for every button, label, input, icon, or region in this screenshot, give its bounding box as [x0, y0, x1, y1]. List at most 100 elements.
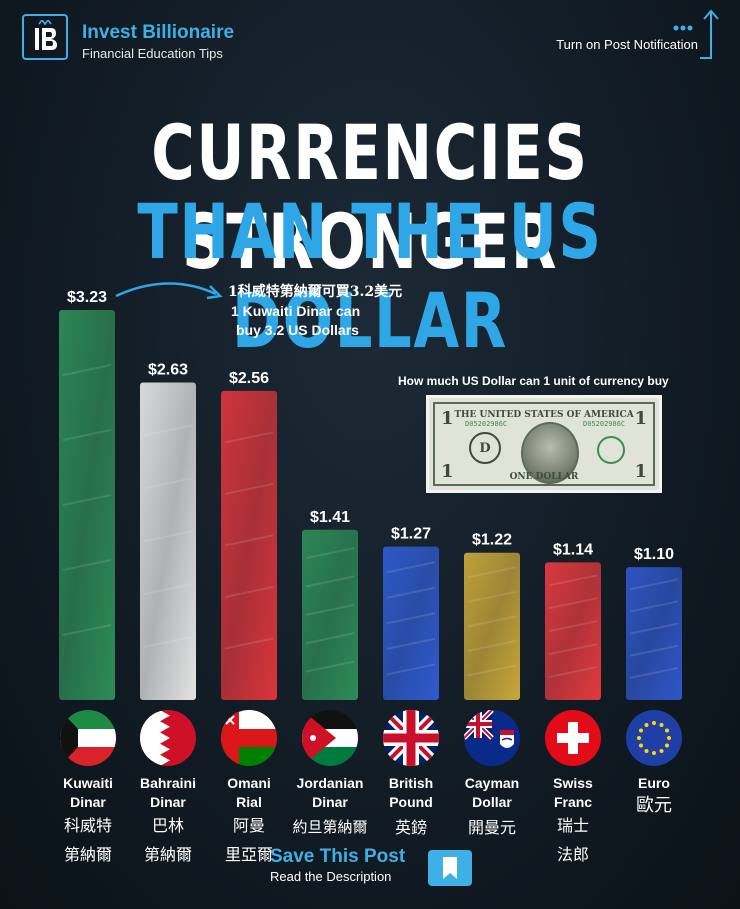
bar-british-pound	[383, 546, 439, 700]
bar-value-label: $3.23	[67, 289, 107, 306]
washington-portrait-icon	[521, 422, 579, 484]
bar-texture-line	[629, 600, 679, 613]
bar-texture-line	[62, 559, 112, 571]
bar-value-label: $2.56	[229, 370, 269, 387]
bookmark-button[interactable]	[428, 850, 472, 886]
bar-value-label: $1.27	[391, 526, 431, 543]
bill-denom-tr: 1	[634, 408, 647, 429]
bar-texture-line	[386, 612, 436, 625]
bill-bottom-text: ONE DOLLAR	[509, 472, 579, 482]
currency-name-jordanian: Jordanian Dinar	[296, 775, 364, 810]
post-notification-text[interactable]: Turn on Post Notification	[556, 37, 698, 52]
bahrain-flag-icon	[140, 710, 196, 766]
bill-denom-bl: 1	[441, 461, 454, 482]
bar-texture-line	[629, 622, 679, 635]
annotation-zh: 1科威特第納爾可買3.2美元	[228, 284, 403, 300]
eu-star-icon	[664, 728, 669, 733]
bar-texture-line	[629, 644, 679, 657]
currency-zh-jordanian: 約旦第納爾	[292, 818, 368, 836]
bar-chart: $3.23 $2.63 $2.56 $1.41 $1.27 $1.22 $1.14 $1.10	[59, 289, 682, 700]
bar-value-label: $1.14	[553, 541, 593, 558]
eu-star-icon	[664, 743, 669, 748]
bar-texture-line	[386, 637, 436, 650]
bar-texture-line	[62, 624, 112, 636]
currency-zh-euro: 歐元	[636, 795, 672, 816]
currency-name-euro: Euro	[638, 775, 670, 791]
brand-subtitle: Financial Education Tips	[82, 46, 223, 61]
bar-texture-line	[629, 578, 679, 591]
eu-star-icon	[637, 736, 641, 740]
us-dollar-bill-image: THE UNITED STATES OF AMERICA 1 1 1 1 D D…	[426, 395, 662, 493]
eu-star-icon	[639, 728, 644, 733]
bar-texture-line	[548, 574, 598, 587]
bar-texture-line	[305, 603, 355, 616]
bar-texture-line	[467, 590, 517, 603]
bar-texture-line	[62, 494, 112, 506]
currency-name-bahraini: Bahraini Dinar	[139, 775, 196, 810]
bar-texture-line	[467, 615, 517, 628]
annotation-en-line-2: buy 3.2 US Dollars	[236, 322, 359, 338]
bar-texture-line	[224, 534, 274, 547]
bar-bahraini-dinar	[140, 382, 196, 700]
bar-texture-line	[305, 575, 355, 588]
bar-euro	[626, 567, 682, 700]
bar-texture-line	[467, 664, 517, 677]
annotation-en-line-1: 1 Kuwaiti Dinar can	[231, 303, 361, 319]
bar-texture-line	[305, 660, 355, 673]
currency-name-kuwaiti: Kuwaiti Dinar	[63, 775, 113, 810]
bill-denom-tl: 1	[441, 408, 454, 429]
more-dots-icon	[673, 25, 693, 31]
swiss-flag-icon	[545, 710, 601, 766]
bar-cayman-dollar	[464, 552, 520, 700]
bar-texture-line	[143, 424, 193, 437]
oman-flag-icon	[221, 710, 277, 766]
currency-zh-cayman: 開曼元	[467, 818, 516, 837]
treasury-seal-icon	[597, 436, 625, 464]
kuwait-flag-icon	[60, 710, 116, 766]
eu-star-icon	[659, 748, 664, 753]
currency-zh-bahraini: 巴林 第納爾	[143, 816, 192, 864]
uk-flag-icon	[383, 710, 439, 766]
currency-zh-omani: 阿曼 里亞爾	[224, 816, 273, 864]
currency-zh-kuwaiti: 科威特 第納爾	[63, 816, 112, 864]
bar-texture-line	[548, 620, 598, 633]
eu-star-icon	[652, 721, 656, 725]
arrow-up-icon	[700, 9, 719, 59]
logo-icon	[35, 20, 57, 50]
bar-swiss-franc	[545, 562, 601, 700]
bar-texture-line	[467, 566, 517, 579]
eu-star-icon	[644, 723, 649, 728]
bar-omani-rial	[221, 390, 277, 700]
bill-top-text: THE UNITED STATES OF AMERICA	[454, 410, 634, 420]
bar-texture-line	[467, 639, 517, 652]
currency-name-cayman: Cayman Dollar	[464, 775, 520, 810]
save-post-link[interactable]: Save This Post	[270, 846, 406, 867]
bar-texture-line	[143, 530, 193, 543]
bar-value-label: $2.63	[148, 361, 188, 378]
bar-texture-line	[386, 561, 436, 574]
bar-texture-line	[386, 586, 436, 599]
title-line-2: THAN THE US DOLLAR	[137, 187, 603, 365]
bookmark-icon	[443, 857, 457, 879]
bar-texture-line	[143, 583, 193, 596]
bar-texture-line	[548, 666, 598, 679]
bar-texture-line	[305, 547, 355, 560]
read-description-text: Read the Description	[270, 869, 392, 884]
bar-texture-line	[548, 643, 598, 656]
bar-texture-line	[224, 637, 274, 650]
bar-texture-line	[62, 429, 112, 441]
bar-texture-line	[224, 431, 274, 444]
jordan-flag-icon	[302, 710, 358, 766]
bar-texture-line	[629, 666, 679, 679]
currency-name-omani: Omani Rial	[227, 775, 271, 810]
currency-zh-swiss: 瑞士 法郎	[556, 816, 589, 864]
bar-jordanian-dinar	[302, 529, 358, 700]
bar-value-label: $1.22	[472, 532, 512, 549]
eu-star-icon	[652, 751, 656, 755]
bar-texture-line	[386, 663, 436, 676]
brand-logo	[22, 14, 68, 60]
bar-texture-line	[143, 477, 193, 490]
bill-serial-2: D05202986C	[583, 420, 626, 428]
brand-name: Invest Billionaire	[82, 22, 235, 43]
bill-seal: D	[469, 432, 501, 464]
